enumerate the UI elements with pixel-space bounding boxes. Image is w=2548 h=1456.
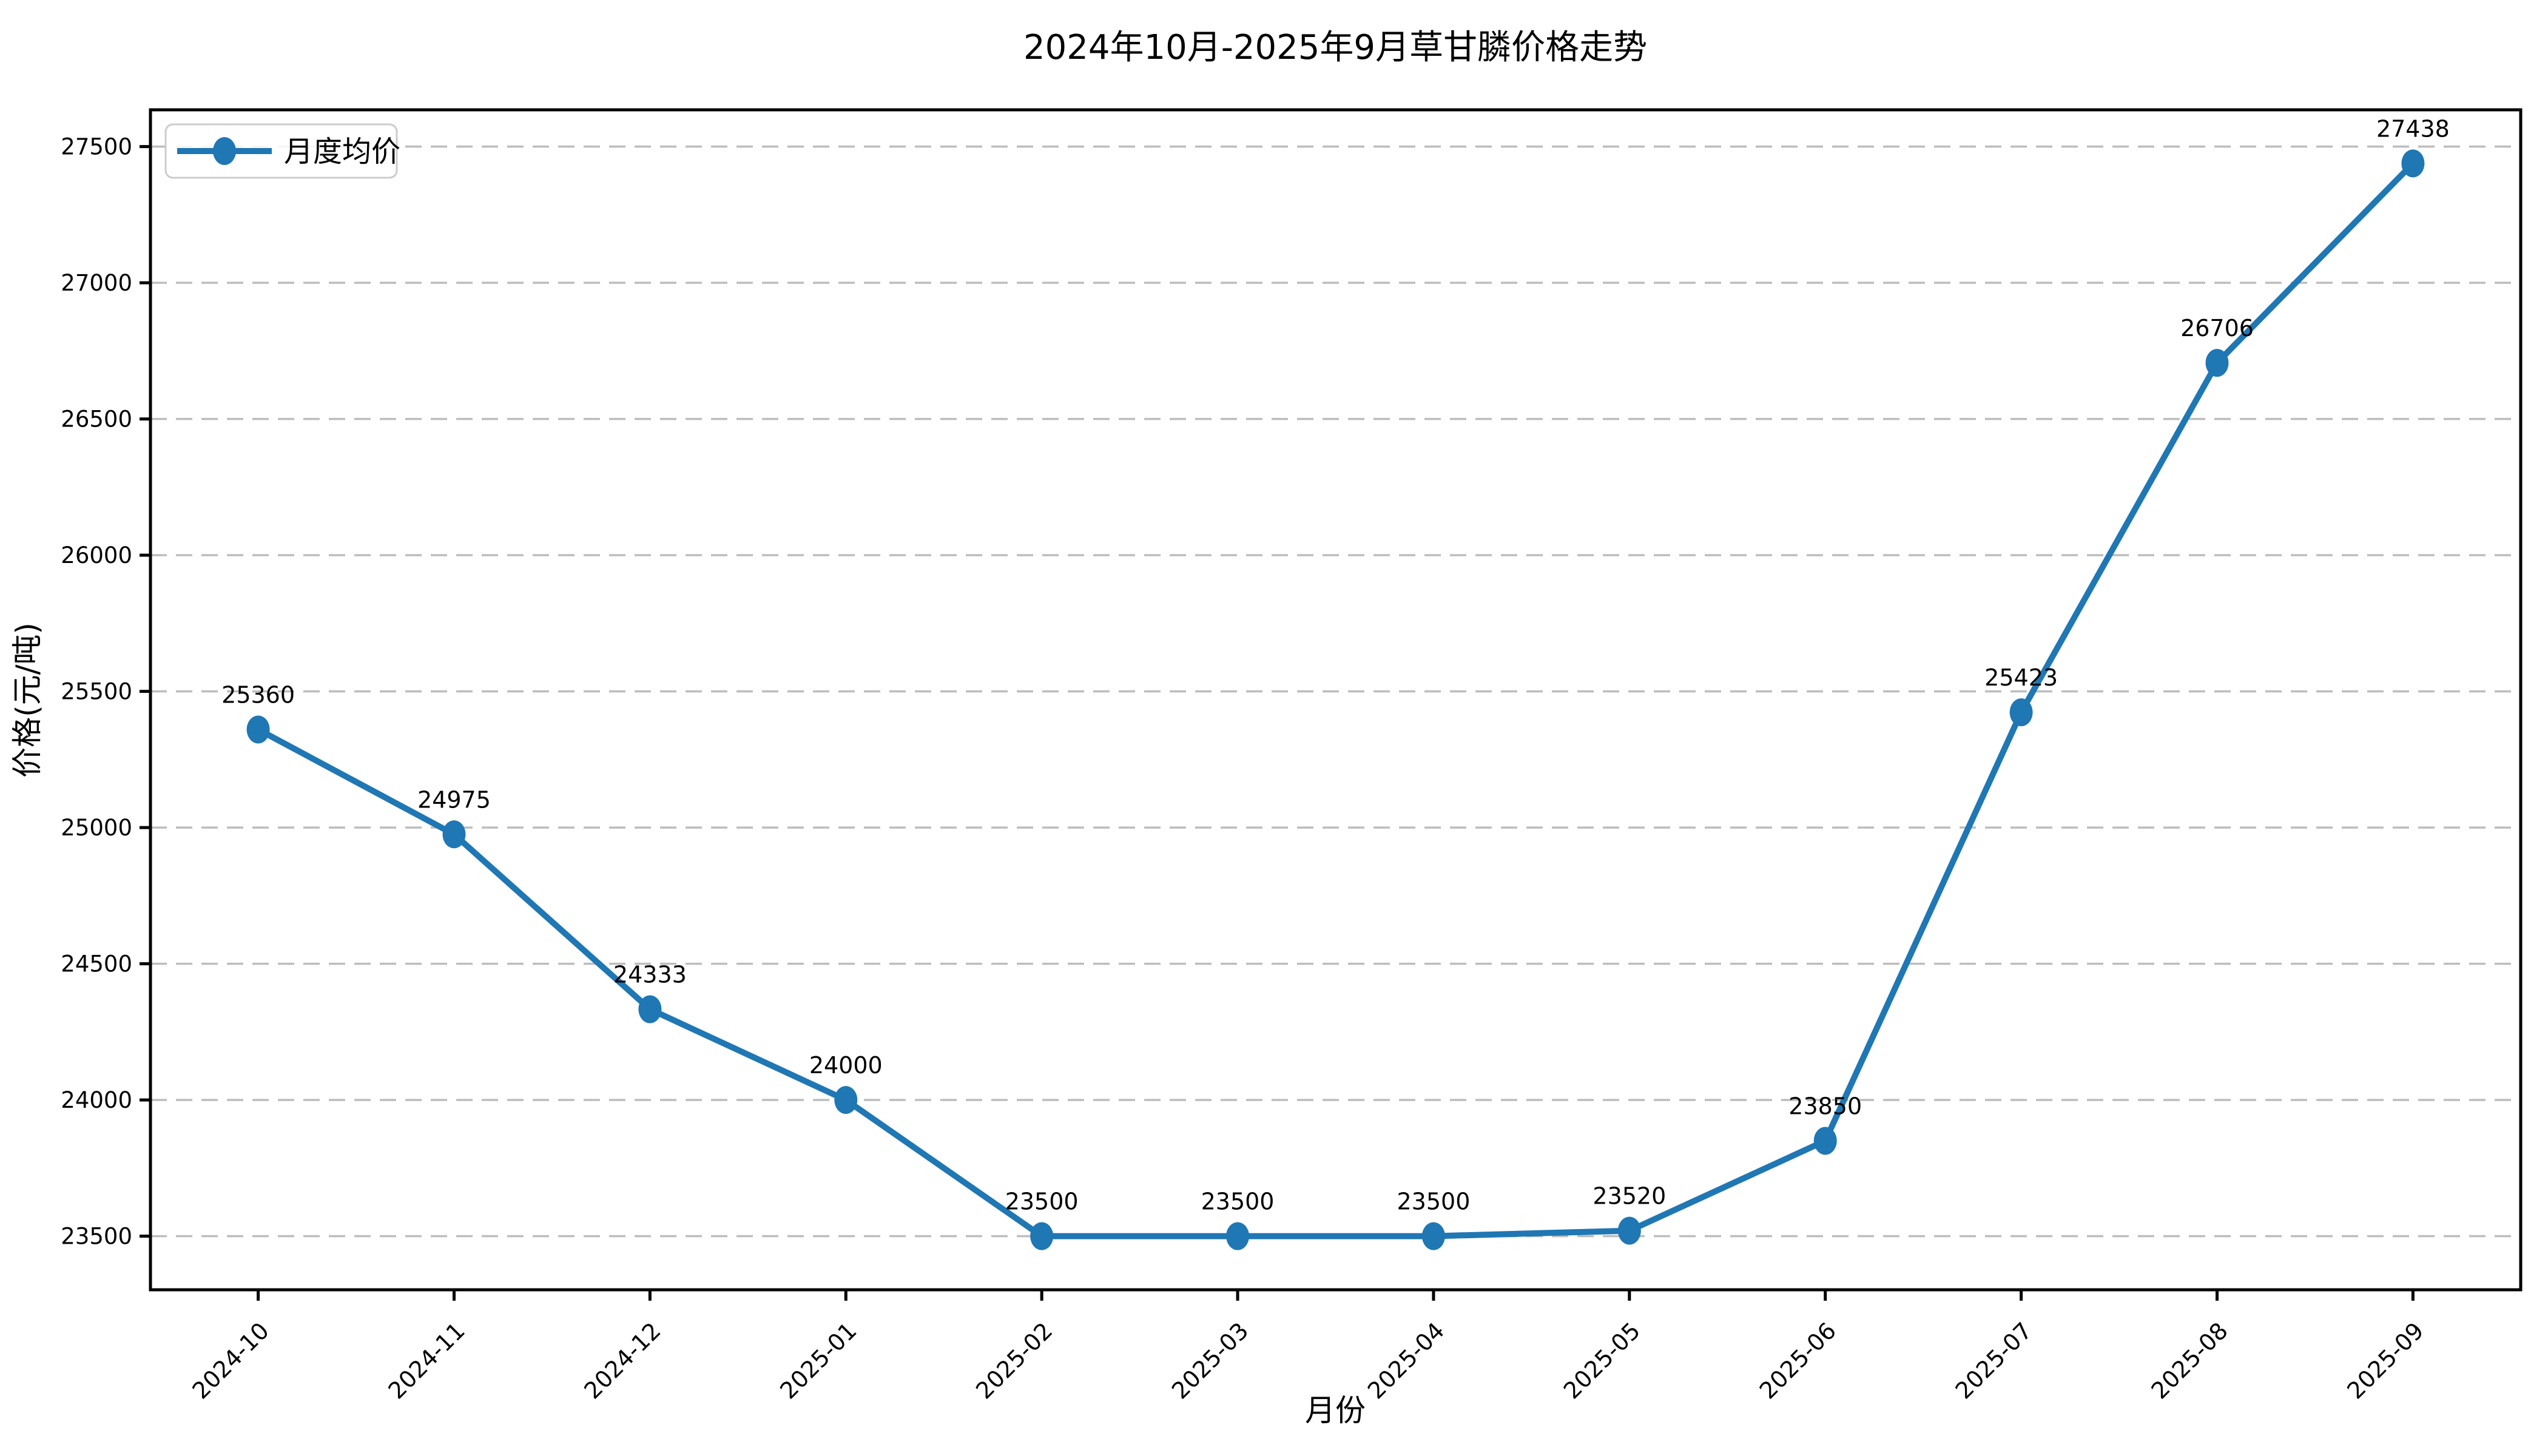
data-point-marker bbox=[2205, 349, 2229, 377]
data-point-marker bbox=[442, 820, 466, 849]
data-point-marker bbox=[2009, 698, 2033, 727]
data-point-label: 24000 bbox=[809, 1052, 883, 1079]
x-tick-label: 2024-12 bbox=[579, 1317, 666, 1404]
data-point-label: 25360 bbox=[221, 681, 295, 708]
y-tick-label: 24500 bbox=[61, 951, 132, 977]
x-tick-label: 2025-05 bbox=[1559, 1317, 1645, 1404]
y-tick-label: 27500 bbox=[61, 134, 132, 160]
x-axis-label: 月份 bbox=[1305, 1393, 1366, 1428]
y-tick-label: 24000 bbox=[61, 1087, 132, 1113]
x-tick-label: 2025-04 bbox=[1363, 1317, 1449, 1404]
x-tick-label: 2025-09 bbox=[2342, 1317, 2428, 1404]
y-tick-label: 26500 bbox=[61, 406, 132, 433]
data-point-label: 24333 bbox=[613, 962, 687, 988]
data-point-marker bbox=[638, 995, 662, 1023]
data-point-marker bbox=[1813, 1127, 1837, 1155]
plot-border bbox=[149, 108, 2523, 1292]
y-tick-label: 25000 bbox=[61, 815, 132, 841]
legend-marker-icon bbox=[213, 137, 236, 165]
plot-area: 23500 24000 24500 25000 25500 26000 26500 27000… bbox=[61, 108, 2523, 1404]
data-point-label: 24975 bbox=[417, 786, 491, 813]
x-tick-label: 2025-01 bbox=[775, 1317, 861, 1404]
legend-label: 月度均价 bbox=[284, 135, 400, 169]
data-point-marker bbox=[246, 715, 270, 744]
x-tick-label: 2025-03 bbox=[1167, 1317, 1253, 1404]
y-tick-label: 26000 bbox=[61, 542, 132, 568]
price-line bbox=[255, 160, 2416, 1239]
data-point-label: 23850 bbox=[1788, 1093, 1862, 1119]
x-tick-label: 2025-06 bbox=[1754, 1317, 1841, 1404]
data-point-marker bbox=[1030, 1222, 1054, 1250]
data-point-label: 27438 bbox=[2376, 115, 2450, 142]
data-point-label: 23500 bbox=[1005, 1188, 1079, 1215]
data-point-label: 26706 bbox=[2180, 315, 2254, 342]
data-point-label: 23520 bbox=[1592, 1183, 1666, 1210]
x-tick-label: 2024-10 bbox=[187, 1317, 274, 1404]
y-tick-label: 25500 bbox=[61, 679, 132, 705]
y-axis-label: 价格(元/吨) bbox=[10, 622, 45, 778]
y-tick-label: 27000 bbox=[61, 270, 132, 296]
y-tick-label: 23500 bbox=[61, 1224, 132, 1250]
x-tick-label: 2025-02 bbox=[971, 1317, 1057, 1404]
data-point-marker bbox=[1421, 1222, 1445, 1250]
x-tick-label: 2025-07 bbox=[1950, 1317, 2037, 1404]
data-point-marker bbox=[1617, 1216, 1641, 1245]
data-point-marker bbox=[2401, 149, 2425, 178]
data-point-marker bbox=[834, 1086, 858, 1114]
data-point-label: 23500 bbox=[1397, 1188, 1471, 1215]
data-point-label: 25423 bbox=[1984, 664, 2058, 691]
x-tick-label: 2025-08 bbox=[2146, 1317, 2233, 1404]
legend: 月度均价 bbox=[164, 123, 400, 179]
chart-title: 2024年10月-2025年9月草甘膦价格走势 bbox=[1023, 28, 1647, 67]
data-point-marker bbox=[1226, 1222, 1250, 1250]
x-tick-label: 2024-11 bbox=[383, 1317, 470, 1404]
data-point-label: 23500 bbox=[1201, 1188, 1275, 1215]
